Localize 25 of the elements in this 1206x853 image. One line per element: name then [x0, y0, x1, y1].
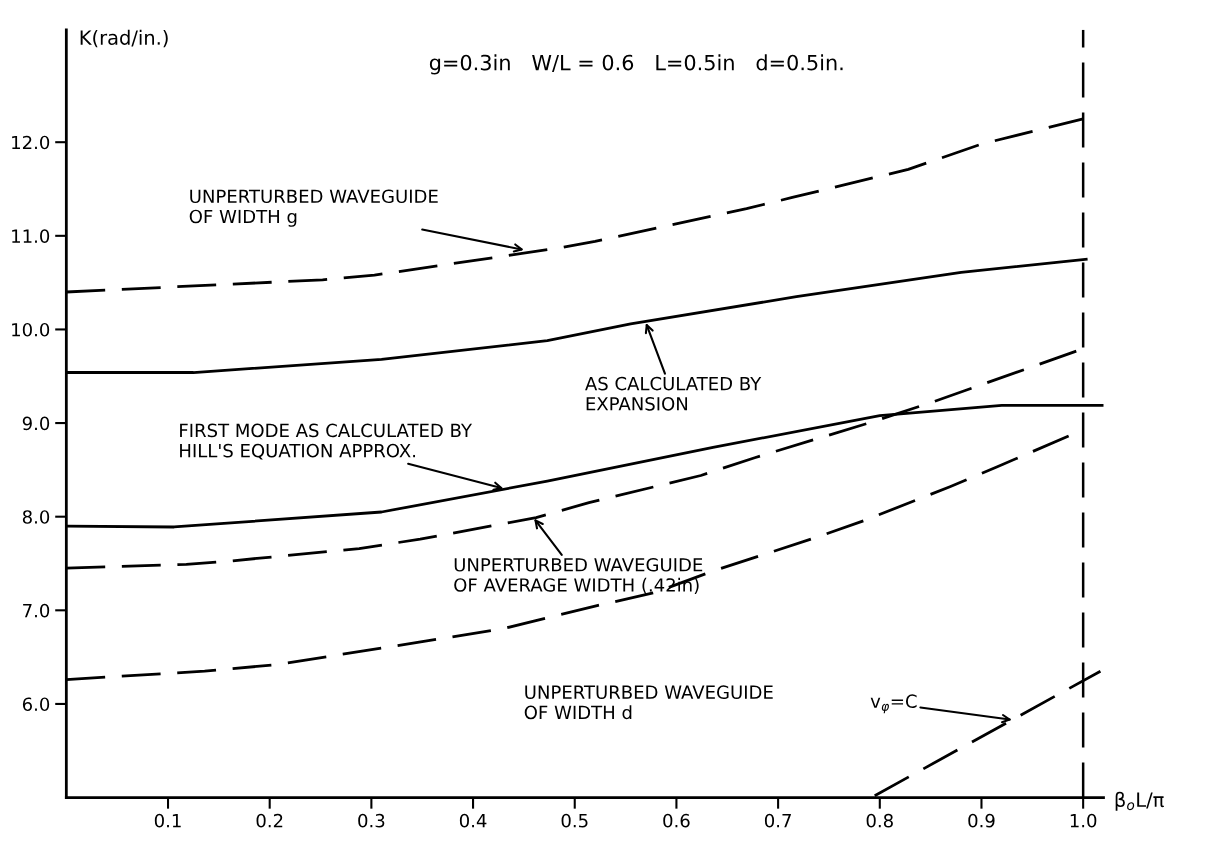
x-tick-label: 0.9 — [968, 813, 995, 828]
x-axis-title: β$_{o}$L/π — [1115, 791, 1164, 811]
x-tick-label: 0.2 — [256, 813, 283, 828]
x-tick-label: 0.4 — [459, 813, 487, 828]
annotation: UNPERTURBED WAVEGUIDE OF WIDTH d — [524, 685, 773, 720]
y-tick-label: 10.0 — [12, 322, 50, 337]
y-tick-label: 8.0 — [22, 510, 50, 524]
annotation: UNPERTURBED WAVEGUIDE OF WIDTH g — [189, 189, 438, 227]
x-tick-label: 1.0 — [1070, 813, 1097, 828]
y-tick-label: 7.0 — [23, 603, 50, 618]
x-tick-label: 0.5 — [561, 813, 588, 828]
y-axis-title: K(rad/in.) — [80, 29, 168, 48]
annotation: v$_{φ}$=C — [870, 694, 917, 714]
x-tick-label: 0.3 — [358, 813, 385, 828]
annotation: AS CALCULATED BY EXPANSION — [585, 376, 762, 411]
x-tick-label: 0.7 — [764, 813, 791, 828]
annotation: g=0.3in W/L = 0.6 L=0.5in d=0.5in. — [429, 54, 843, 75]
x-tick-label: 0.1 — [154, 813, 181, 828]
x-tick-label: 0.6 — [663, 813, 690, 828]
x-tick-label: 0.8 — [866, 813, 893, 828]
annotation: FIRST MODE AS CALCULATED BY HILL'S EQUATION APPROX. — [180, 423, 473, 460]
y-tick-label: 6.0 — [22, 697, 50, 712]
y-tick-label: 11.0 — [12, 229, 50, 243]
y-tick-label: 9.0 — [22, 416, 50, 431]
y-tick-label: 12.0 — [12, 135, 50, 150]
